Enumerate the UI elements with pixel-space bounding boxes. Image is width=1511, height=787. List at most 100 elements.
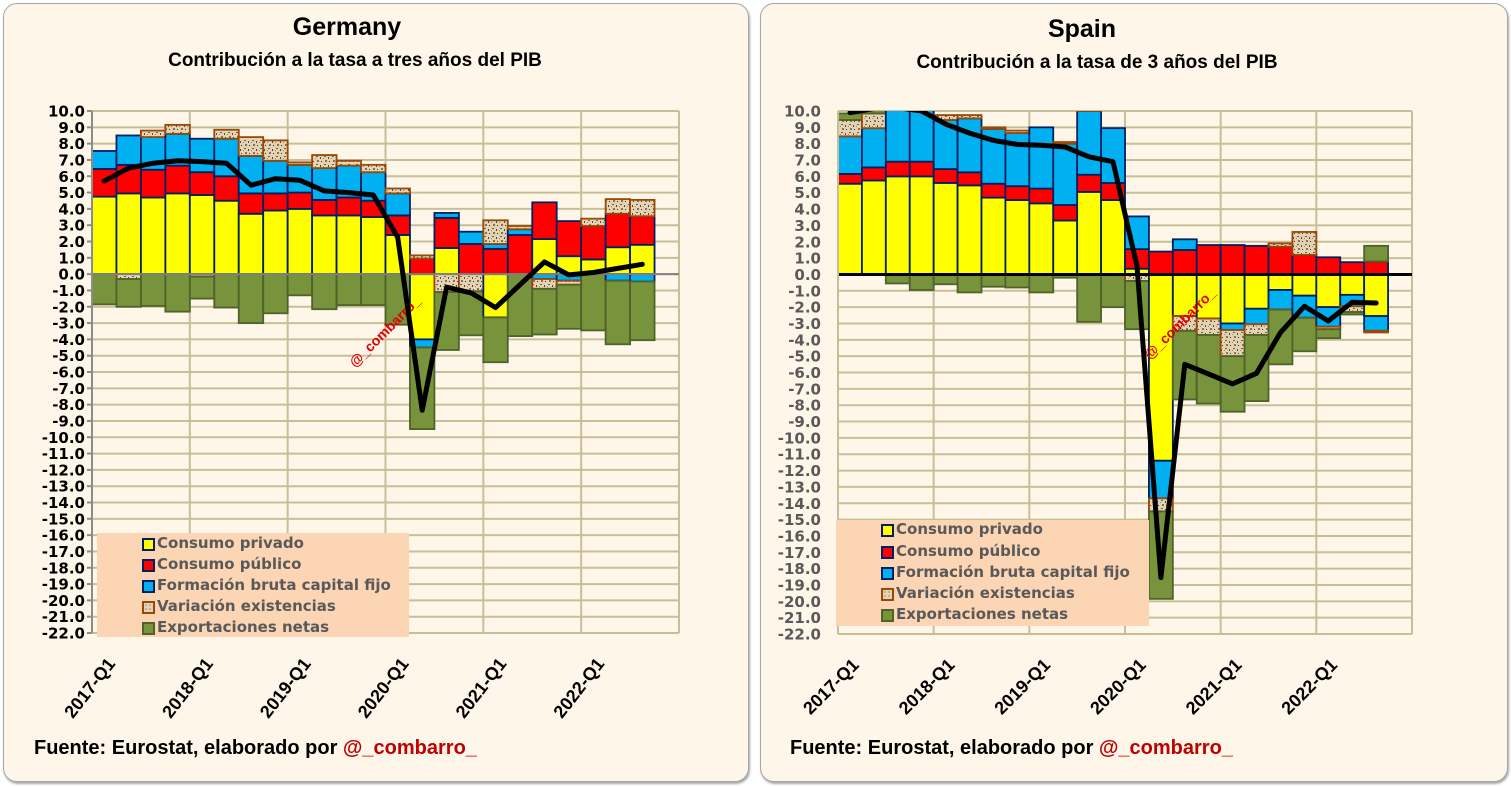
- bar-variacion-existencias: [359, 163, 386, 173]
- x-tick-label: 2019-Q1: [255, 654, 314, 722]
- bar-consumo-privado: [335, 213, 362, 275]
- bar-consumo-privado: [115, 191, 142, 275]
- y-tick-label: -17.0: [777, 543, 820, 561]
- legend-swatch: [142, 559, 155, 572]
- bar-fbcf: [860, 126, 887, 168]
- legend: Consumo privado Consumo público Formació…: [97, 533, 409, 637]
- bars: [837, 110, 1389, 600]
- legend-item-exportaciones-netas: Exportaciones netas: [836, 605, 1149, 626]
- bar-consumo-publico: [884, 160, 911, 177]
- bar-fbcf: [1362, 314, 1389, 332]
- bar-consumo-publico: [1027, 187, 1054, 204]
- bar-variacion-existencias: [384, 187, 411, 194]
- bar-exportaciones-netas: [1243, 333, 1269, 402]
- y-tick-label: -16.0: [777, 527, 820, 545]
- bar-exportaciones-netas: [115, 277, 142, 308]
- bar-consumo-publico: [1267, 245, 1293, 275]
- y-tick-label: 0.0: [794, 265, 821, 283]
- bar-consumo-privado: [956, 183, 982, 275]
- legend-swatch: [142, 601, 155, 614]
- bar-exportaciones-netas: [579, 272, 607, 331]
- y-tick-label: 2.0: [794, 233, 821, 251]
- bar-consumo-privado: [1051, 219, 1078, 275]
- bar-consumo-privado: [433, 246, 460, 275]
- bar-consumo-publico: [139, 168, 166, 198]
- bar-variacion-existencias: [286, 160, 313, 166]
- bar-fbcf: [837, 134, 863, 175]
- bar-consumo-privado: [1314, 273, 1341, 308]
- y-tick-label: -18.0: [41, 559, 84, 577]
- source-footer: Fuente: Eurostat, elaborado por @_combar…: [790, 738, 1233, 758]
- bar-exportaciones-netas: [1075, 273, 1102, 323]
- bar-variacion-existencias: [506, 224, 533, 230]
- bar-exportaciones-netas: [481, 315, 509, 363]
- legend-item-consumo-privado: Consumo privado: [836, 520, 1149, 541]
- legend-item-consumo-publico: Consumo público: [836, 542, 1149, 563]
- bars: [91, 123, 655, 430]
- bar-exportaciones-netas: [1314, 327, 1341, 339]
- bar-fbcf: [956, 116, 982, 173]
- legend-swatch: [142, 538, 155, 551]
- bar-consumo-privado: [1219, 273, 1245, 324]
- bar-consumo-privado: [91, 195, 117, 275]
- bar-exportaciones-netas: [1099, 273, 1126, 308]
- bar-exportaciones-netas: [139, 272, 166, 307]
- bar-consumo-publico: [481, 247, 509, 275]
- x-tick-label: 2019-Q1: [990, 654, 1054, 718]
- bar-exportaciones-netas: [908, 273, 935, 291]
- y-tick-label: -22.0: [41, 624, 84, 642]
- x-tick-label: 2020-Q1: [353, 654, 412, 722]
- y-tick-label: 3.0: [794, 216, 821, 234]
- legend: Consumo privado Consumo público Formació…: [836, 520, 1149, 626]
- bar-consumo-privado: [261, 209, 289, 275]
- bar-exportaciones-netas: [237, 272, 264, 324]
- y-tick-label: -3.0: [788, 314, 821, 332]
- legend-swatch: [142, 622, 155, 635]
- y-tick-label: -1.0: [52, 281, 85, 299]
- bar-variacion-existencias: [530, 277, 558, 290]
- bar-fbcf: [1243, 307, 1269, 325]
- bar-consumo-privado: [163, 191, 191, 275]
- legend-swatch: [142, 580, 155, 593]
- y-tick-label: 1.0: [794, 249, 821, 267]
- legend-label: Exportaciones netas: [896, 604, 1069, 623]
- y-tick-label: -8.0: [788, 396, 821, 414]
- bar-exportaciones-netas: [212, 272, 240, 308]
- bar-variacion-existencias: [481, 218, 509, 245]
- bar-consumo-privado: [237, 212, 264, 275]
- x-tick-label: 2022-Q1: [549, 654, 608, 722]
- bar-consumo-publico: [604, 212, 631, 248]
- bar-consumo-publico: [860, 165, 887, 181]
- x-tick-label: 2021-Q1: [451, 654, 510, 722]
- bar-consumo-publico: [579, 224, 607, 260]
- bar-consumo-publico: [628, 214, 655, 246]
- bar-consumo-privado: [408, 272, 435, 340]
- bar-consumo-privado: [359, 215, 386, 275]
- source-text: Fuente: Eurostat, elaborado por: [790, 737, 1099, 759]
- bar-fbcf: [433, 211, 460, 219]
- bar-consumo-publico: [286, 191, 313, 210]
- y-tick-label: -7.0: [788, 380, 821, 398]
- y-tick-label: -5.0: [52, 347, 85, 365]
- y-tick-label: -1.0: [788, 282, 821, 300]
- y-tick-label: -21.0: [777, 609, 820, 627]
- bar-consumo-privado: [139, 196, 166, 275]
- chart-subtitle: Contribución a la tasa de 3 años del PIB: [916, 52, 1278, 73]
- bar-exportaciones-netas: [956, 273, 982, 293]
- bar-variacion-existencias: [139, 129, 166, 138]
- y-tick-label: 10.0: [47, 102, 84, 120]
- bar-consumo-publico: [530, 200, 558, 240]
- y-tick-label: -12.0: [777, 462, 820, 480]
- x-tick-label: 2021-Q1: [1181, 654, 1245, 718]
- bar-variacion-existencias: [261, 138, 289, 162]
- bar-variacion-existencias: [310, 153, 337, 169]
- bar-variacion-existencias: [1219, 328, 1245, 357]
- legend-label: Variación existencias: [157, 597, 336, 615]
- bar-consumo-publico: [261, 191, 289, 211]
- bar-exportaciones-netas: [261, 272, 289, 314]
- bar-consumo-publico: [1291, 253, 1317, 275]
- y-tick-label: -4.0: [52, 330, 85, 348]
- bar-consumo-publico: [980, 182, 1006, 199]
- bar-variacion-existencias: [628, 198, 655, 217]
- y-tick-label: -19.0: [777, 576, 820, 594]
